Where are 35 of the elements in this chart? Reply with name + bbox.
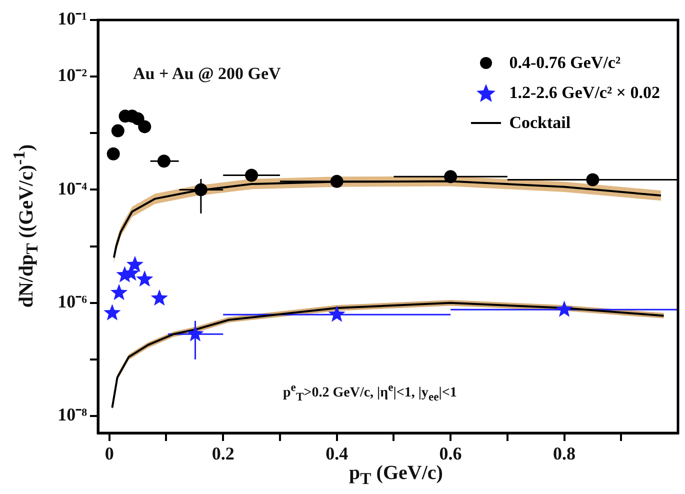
point (556, 300, 573, 317)
y-tick-label: 10⁻⁸ (58, 404, 88, 425)
x-tick-label: 0.8 (553, 443, 576, 464)
point (586, 173, 600, 186)
point (136, 270, 154, 287)
point (194, 183, 208, 196)
point (157, 154, 170, 168)
point (444, 170, 458, 184)
x-tick-label: 0.6 (439, 443, 462, 464)
point (111, 124, 124, 138)
point (122, 264, 140, 281)
point (150, 289, 168, 306)
point (104, 304, 121, 320)
point (110, 284, 128, 300)
x-tick-label: 0.2 (212, 443, 234, 464)
point (245, 168, 258, 182)
x-tick-label: 0 (104, 443, 114, 464)
point (138, 120, 152, 134)
point (328, 306, 346, 322)
x-tick-label: 0.4 (326, 443, 348, 464)
legend-label: 0.4-0.76 GeV/c² (509, 53, 621, 73)
y-tick-label: 10⁻¹ (58, 8, 87, 29)
y-tick-label: 10⁻⁴ (58, 178, 88, 198)
legend-label: Cocktail (509, 113, 571, 133)
y-tick-label: 10⁻⁶ (58, 291, 88, 312)
legend-label: 1.2-2.6 GeV/c² × 0.02 (509, 83, 660, 103)
annotation: Au + Au @ 200 GeV (133, 64, 281, 84)
y-tick-label: 10⁻² (58, 65, 87, 86)
annotation: p$^{e}$$_{T}$>0.2 GeV/c, |η$^{e}$|<1, |y$_{ee}$|<1 (283, 381, 457, 404)
point (106, 147, 120, 160)
x-axis-title: p$_{T}$ (GeV/c) (349, 462, 443, 489)
point (330, 174, 344, 188)
point (126, 256, 144, 272)
point (186, 325, 204, 342)
point (131, 112, 144, 126)
